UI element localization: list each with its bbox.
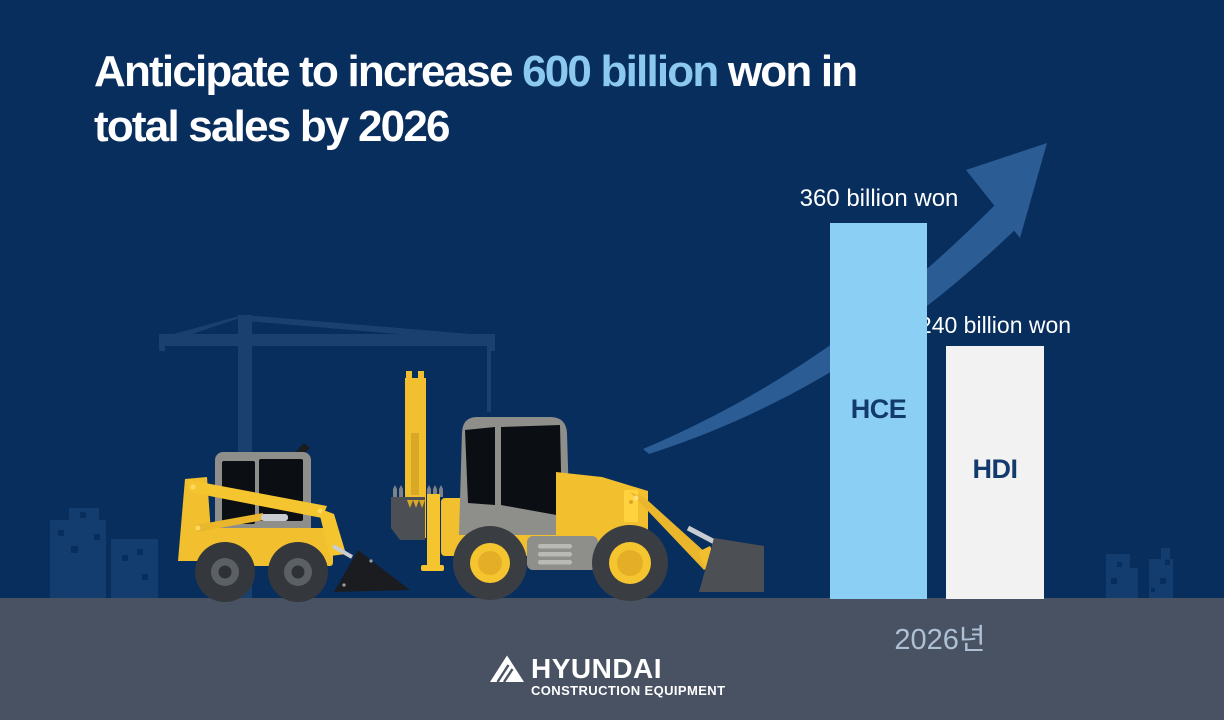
skid-steer-wheel [195, 542, 255, 602]
city-buildings-left [50, 508, 158, 599]
title-highlight: 600 billion [522, 47, 719, 96]
backhoe-rear-bucket [391, 497, 425, 540]
skid-steer-loader-illustration [178, 443, 410, 602]
loader-bucket [334, 550, 410, 592]
hyundai-triangle-icon [490, 655, 524, 683]
growth-arrow-icon [643, 143, 1047, 454]
city-buildings-right [1106, 548, 1173, 599]
backhoe-wheel [592, 525, 668, 601]
backhoe-front-bucket [699, 538, 764, 592]
bar-value-hce: 360 billion won [799, 185, 959, 212]
bar-value-hdi: 240 billion won [918, 312, 1072, 338]
bar-hce: HCE [830, 223, 927, 599]
x-axis-year-label: 2026년 [894, 624, 986, 656]
skid-steer-wheel [268, 542, 328, 602]
brand-subtitle: CONSTRUCTION EQUIPMENT [531, 683, 726, 698]
title-line-2: total sales by 2026 [94, 102, 451, 151]
bar-hce-label: HCE [850, 394, 907, 424]
backhoe-loader-illustration [391, 371, 764, 601]
backhoe-wheel [453, 526, 527, 600]
bar-hdi: HDI [946, 346, 1044, 599]
logo-text: HYUNDAI CONSTRUCTION EQUIPMENT [531, 653, 726, 699]
page-title: Anticipate to increase 600 billion won i… [94, 44, 858, 154]
ground-strip [0, 598, 1224, 720]
hyundai-logo: HYUNDAI CONSTRUCTION EQUIPMENT [490, 655, 725, 698]
brand-name: HYUNDAI [531, 653, 663, 684]
bar-hdi-label: HDI [972, 454, 1019, 484]
title-line-1: Anticipate to increase 600 billion won i… [94, 47, 858, 96]
